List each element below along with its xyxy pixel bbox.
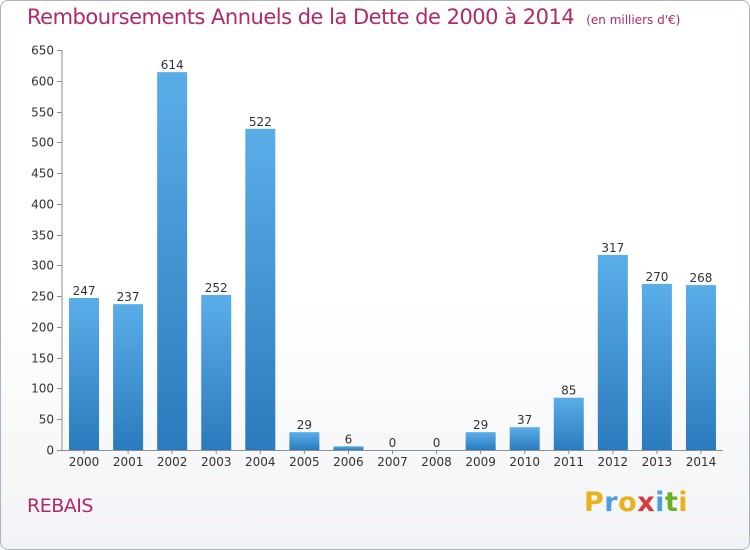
bar-2011 <box>553 397 584 450</box>
y-tick-label: 450 <box>31 167 54 181</box>
x-tick-label: 2000 <box>69 455 100 469</box>
bar-2006 <box>333 446 364 450</box>
x-tick-label: 2001 <box>113 455 144 469</box>
x-tick-label: 2008 <box>421 455 452 469</box>
data-label-2003: 252 <box>205 281 228 295</box>
x-tick-label: 2006 <box>333 455 364 469</box>
data-label-2008: 0 <box>433 436 441 450</box>
logo-letter: P <box>584 487 605 518</box>
x-tick-label: 2003 <box>201 455 232 469</box>
y-tick-label: 300 <box>31 259 54 273</box>
x-tick-label: 2011 <box>553 455 584 469</box>
x-tick-label: 2002 <box>157 455 188 469</box>
bar-2004 <box>245 128 276 450</box>
x-tick-label: 2010 <box>509 455 540 469</box>
y-tick-label: 150 <box>31 352 54 366</box>
data-label-2001: 237 <box>117 290 140 304</box>
x-tick-label: 2005 <box>289 455 320 469</box>
data-label-2010: 37 <box>517 413 532 427</box>
unit-note: (en milliers d'€) <box>586 13 681 27</box>
data-label-2013: 270 <box>645 270 668 284</box>
x-tick-label: 2012 <box>598 455 629 469</box>
logo-letter: t <box>664 487 679 518</box>
data-label-2012: 317 <box>601 241 624 255</box>
y-tick-label: 350 <box>31 229 54 243</box>
x-tick-label: 2014 <box>686 455 717 469</box>
data-label-2011: 85 <box>561 384 576 398</box>
bar-2013 <box>641 283 672 450</box>
logo-letter: o <box>618 487 638 518</box>
bar-2012 <box>597 254 628 450</box>
logo-letter: i <box>655 487 665 518</box>
y-tick-label: 600 <box>31 75 54 89</box>
y-tick-label: 650 <box>31 44 54 58</box>
x-tick-label: 2004 <box>245 455 276 469</box>
y-tick-label: 0 <box>46 444 54 458</box>
y-tick-label: 100 <box>31 382 54 396</box>
logo-letter: i <box>678 487 689 518</box>
x-tick-label: 2007 <box>377 455 408 469</box>
data-label-2009: 29 <box>473 418 488 432</box>
bar-2003 <box>201 294 232 450</box>
x-tick-label: 2009 <box>465 455 496 469</box>
data-label-2002: 614 <box>161 58 184 72</box>
bar-2010 <box>509 427 540 450</box>
y-tick-label: 400 <box>31 198 54 212</box>
logo-letter: r <box>604 487 619 518</box>
proxiti-logo: Proxiti <box>584 487 688 518</box>
bar-2000 <box>69 298 100 450</box>
bar-2005 <box>289 432 320 450</box>
data-label-2000: 247 <box>73 284 96 298</box>
y-tick-label: 500 <box>31 136 54 150</box>
bar-2014 <box>685 285 716 450</box>
y-tick-label: 550 <box>31 106 54 120</box>
data-label-2005: 29 <box>297 418 312 432</box>
x-tick-label: 2013 <box>642 455 673 469</box>
data-label-2004: 522 <box>249 115 272 129</box>
commune-name: REBAIS <box>27 495 93 517</box>
title-text: Remboursements Annuels de la Dette de 20… <box>27 5 575 29</box>
bar-2009 <box>465 432 496 450</box>
bar-2002 <box>157 72 188 451</box>
data-label-2014: 268 <box>690 271 713 285</box>
y-tick-label: 200 <box>31 321 54 335</box>
chart-title: Remboursements Annuels de la Dette de 20… <box>27 5 680 29</box>
y-tick-label: 50 <box>39 413 54 427</box>
bar-2001 <box>113 304 144 450</box>
data-label-2007: 0 <box>389 436 397 450</box>
data-label-2006: 6 <box>345 432 353 446</box>
logo-letter: x <box>637 487 656 518</box>
y-tick-label: 250 <box>31 290 54 304</box>
